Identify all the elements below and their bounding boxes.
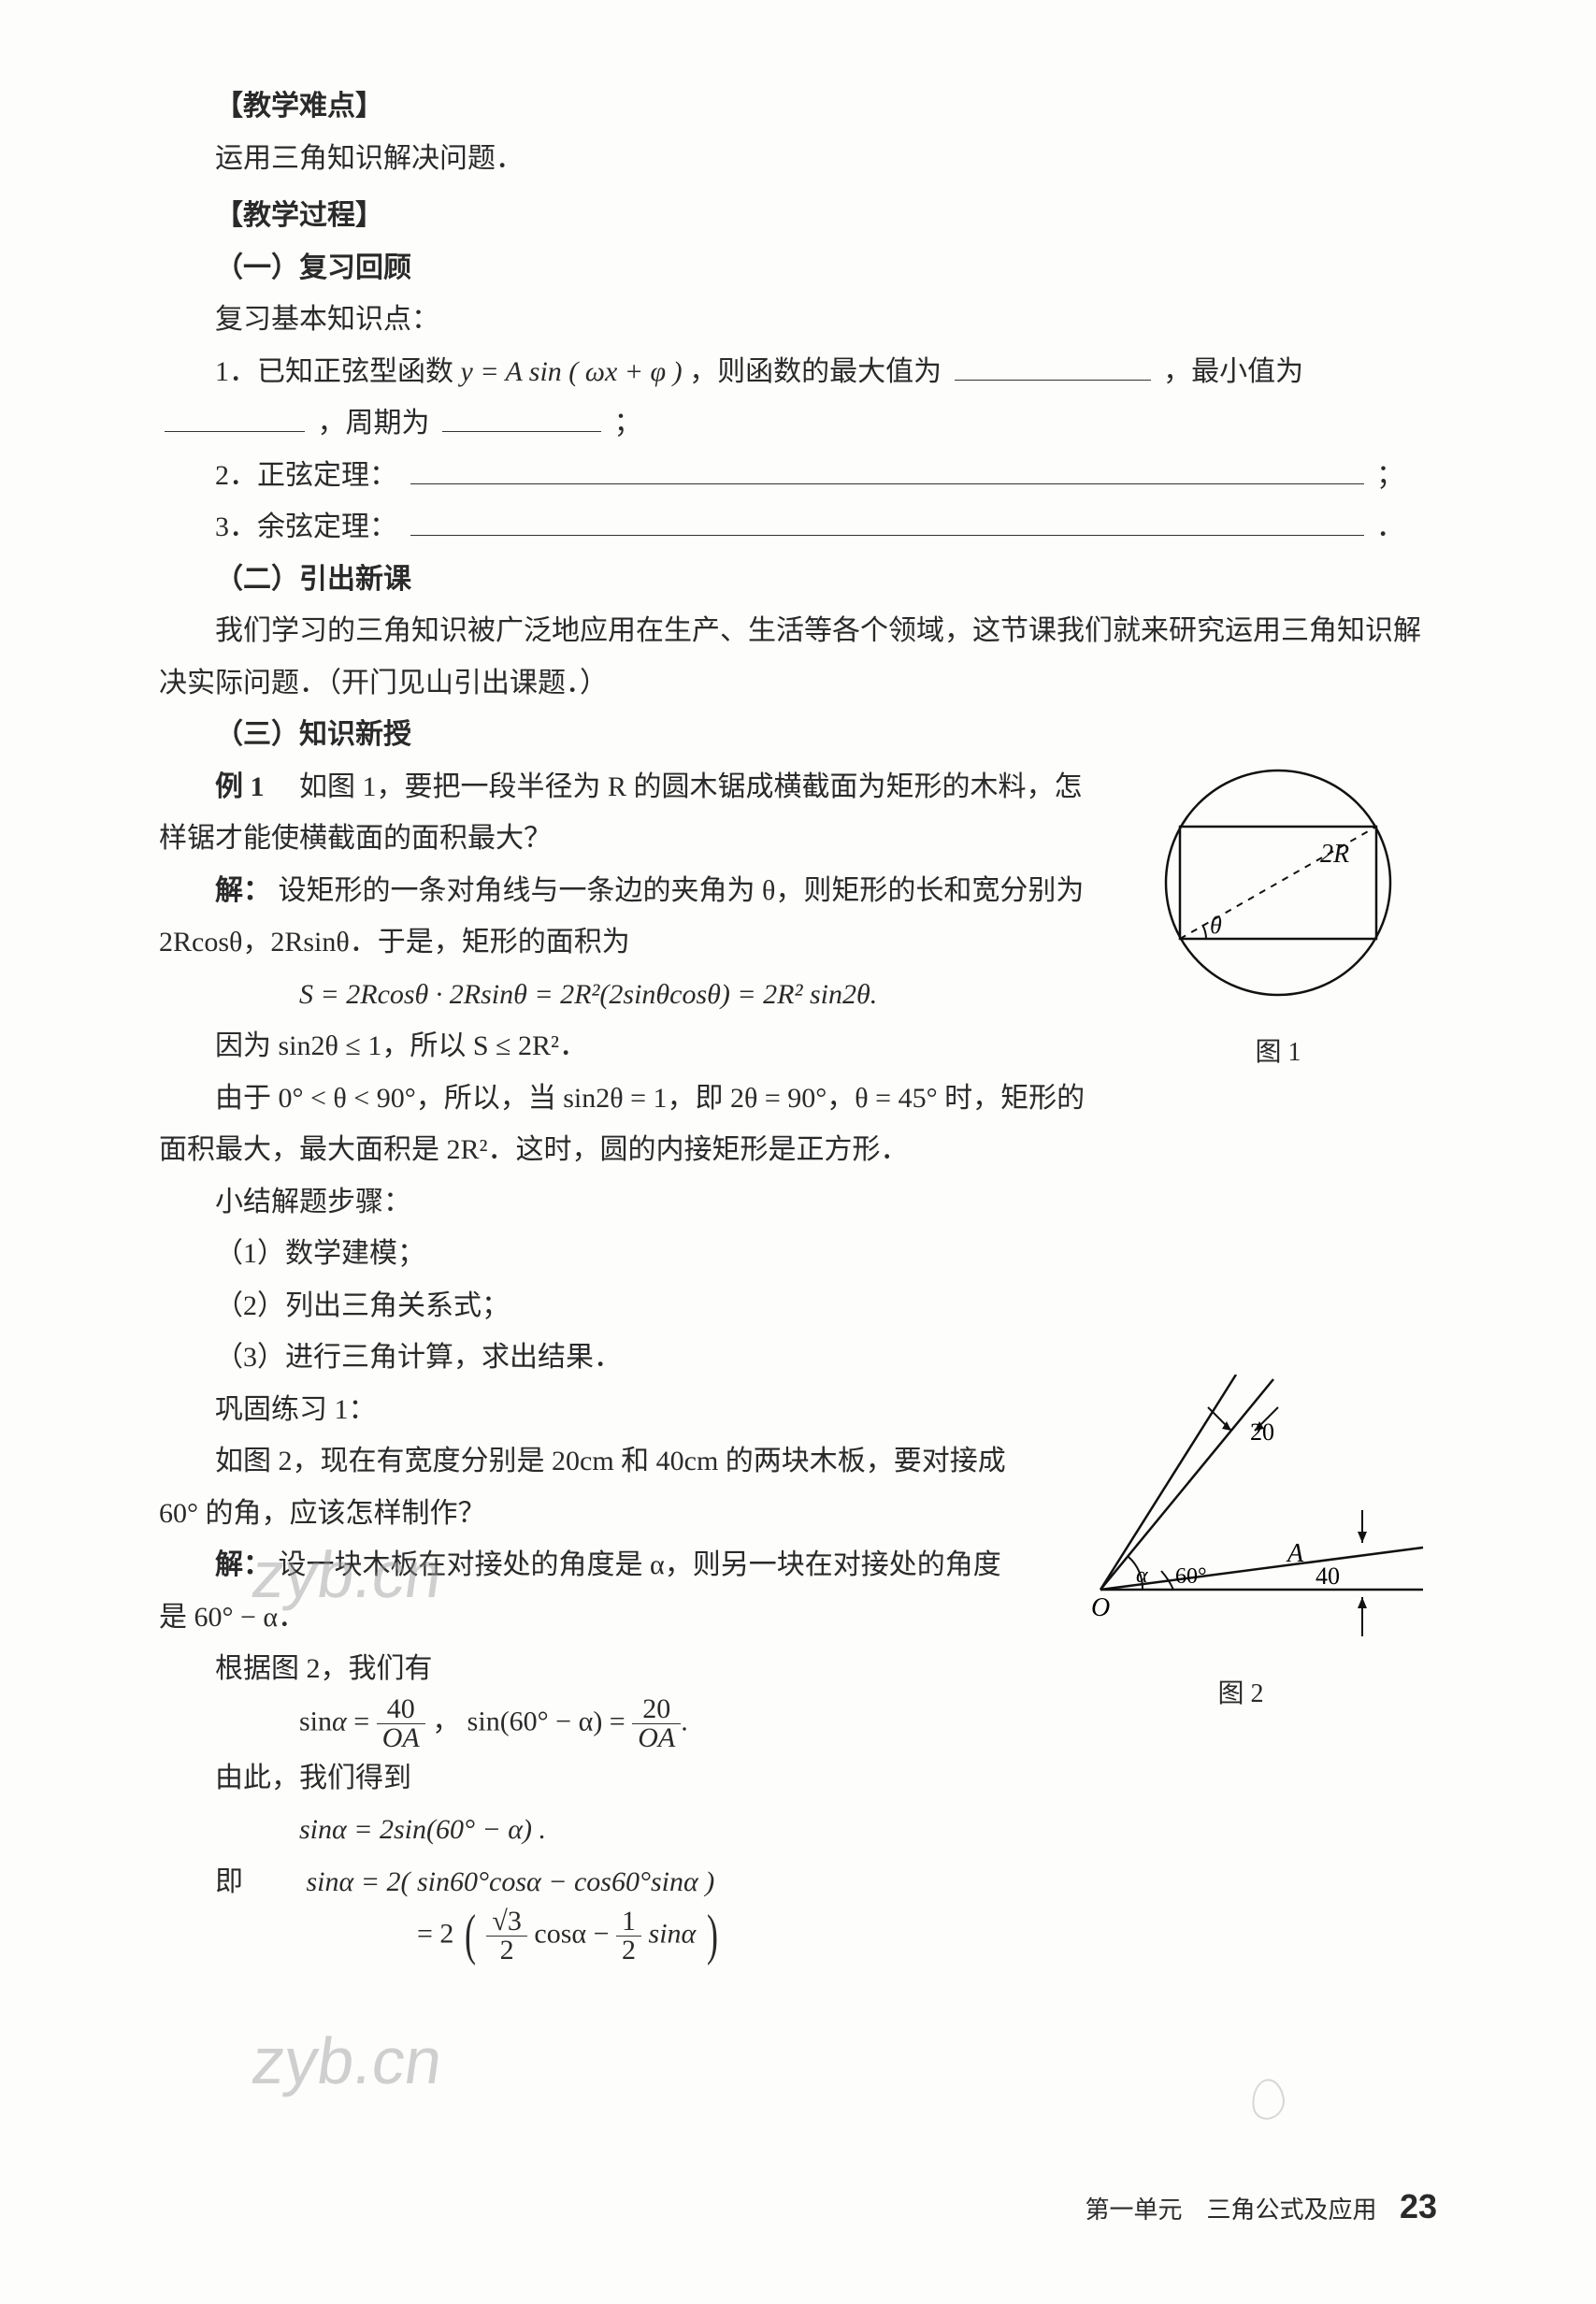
figure-2: O A α 60° 20 40 图 2 xyxy=(1044,1375,1437,1719)
footer-unit: 第一单元 三角公式及应用 xyxy=(1085,2196,1376,2224)
svg-text:2R: 2R xyxy=(1320,840,1349,869)
frac-den: 2 xyxy=(616,1937,641,1965)
eq5-a: = 2 xyxy=(417,1918,453,1949)
blank-max[interactable] xyxy=(955,350,1151,381)
eq5-mid: cosα − xyxy=(534,1918,616,1949)
example-1-label: 例 1 xyxy=(215,771,265,802)
example-1-answer-3: 由于 0° < θ < 90°，所以，当 sin2θ = 1，即 2θ = 90… xyxy=(159,1073,1437,1176)
page-number: 23 xyxy=(1400,2187,1437,2225)
frac-num: 40 xyxy=(377,1695,425,1724)
svg-text:A: A xyxy=(1286,1539,1304,1568)
ex1-ans1-text: 设矩形的一条对角线与一条边的夹角为 θ，则矩形的长和宽分别为 2Rcosθ，2R… xyxy=(159,875,1084,958)
summary-step-1: （1）数学建模； xyxy=(159,1228,1437,1280)
eq-mid: ， sin(60° − α) = xyxy=(432,1706,632,1736)
subsection-2-body: 我们学习的三角知识被广泛地应用在生产、生活等各个领域，这节课我们就来研究运用三角… xyxy=(159,605,1437,709)
section-title-difficulty: 【教学难点】 xyxy=(159,80,1437,133)
section-title-process: 【教学过程】 xyxy=(159,190,1437,242)
q1-tail2: ，周期为 xyxy=(318,408,438,439)
svg-text:O: O xyxy=(1091,1593,1110,1622)
q1-end: ； xyxy=(614,408,642,439)
blank-period[interactable] xyxy=(442,401,601,432)
subsection-1-title: （一）复习回顾 xyxy=(159,242,1437,295)
q1-prefix: 1．已知正弦型函数 xyxy=(215,356,461,387)
figure-2-svg: O A α 60° 20 40 xyxy=(1054,1375,1428,1646)
subsection-2-title: （二）引出新课 xyxy=(159,554,1437,606)
q1-mid: ，则函数的最大值为 xyxy=(689,356,949,387)
eq4-pre: 即 xyxy=(215,1866,243,1897)
blank-min[interactable] xyxy=(165,401,305,432)
review-intro: 复习基本知识点： xyxy=(159,294,1437,346)
question-3: 3．余弦定理： ． xyxy=(159,501,1437,554)
frac-den: OA xyxy=(632,1724,681,1752)
svg-text:θ: θ xyxy=(1210,912,1222,939)
q2-label: 2．正弦定理： xyxy=(215,460,397,491)
q1-formula: y = A sin ( ωx + φ ) xyxy=(461,356,683,387)
figure-1: 2R θ 图 1 xyxy=(1119,761,1437,1077)
svg-text:40: 40 xyxy=(1316,1562,1340,1590)
summary-step-2: （2）列出三角关系式； xyxy=(159,1280,1437,1332)
answer-label: 解： xyxy=(215,1549,271,1580)
frac-den: 2 xyxy=(486,1937,526,1965)
question-1b: ，周期为 ； xyxy=(159,397,1437,450)
practice-eq-5: = 2 ( √32 cosα − 12 sinα ) xyxy=(159,1908,1437,1965)
eq4: sinα = 2( sin60°cosα − cos60°sinα ) xyxy=(307,1866,715,1897)
q3-end: ． xyxy=(1376,511,1404,542)
question-1: 1．已知正弦型函数 y = A sin ( ωx + φ ) ，则函数的最大值为… xyxy=(159,346,1437,398)
summary-title: 小结解题步骤： xyxy=(159,1176,1437,1229)
practice-answer-3: 由此，我们得到 xyxy=(159,1752,1437,1805)
page-content: 【教学难点】 运用三角知识解决问题． 【教学过程】 （一）复习回顾 复习基本知识… xyxy=(0,0,1596,2077)
q2-end: ； xyxy=(1376,460,1404,491)
answer-label: 解： xyxy=(215,875,271,906)
q3-label: 3．余弦定理： xyxy=(215,511,397,542)
frac-num: 1 xyxy=(616,1908,641,1937)
frac-num: √3 xyxy=(486,1908,526,1937)
figure-1-caption: 图 1 xyxy=(1119,1029,1437,1077)
difficulty-body: 运用三角知识解决问题． xyxy=(159,133,1437,185)
blank-cosine-rule[interactable] xyxy=(410,505,1364,536)
figure-2-caption: 图 2 xyxy=(1044,1670,1437,1719)
eq5-tail: sinα xyxy=(649,1918,697,1949)
practice-eq-3: sinα = 2sin(60° − α) . xyxy=(159,1804,1437,1856)
blank-sine-rule[interactable] xyxy=(410,454,1364,484)
svg-text:60°: 60° xyxy=(1175,1564,1207,1589)
example-1-question: 如图 1，要把一段半径为 R 的圆木锯成横截面为矩形的木料，怎样锯才能使横截面的… xyxy=(159,771,1083,855)
svg-text:α: α xyxy=(1136,1563,1148,1588)
q1-tail1: ，最小值为 xyxy=(1163,356,1303,387)
frac-num: 20 xyxy=(632,1695,681,1724)
practice-eq-4: 即 sinα = 2( sin60°cosα − cos60°sinα ) xyxy=(159,1856,1437,1908)
question-2: 2．正弦定理： ； xyxy=(159,450,1437,502)
subsection-3-title: （三）知识新授 xyxy=(159,709,1437,761)
svg-text:20: 20 xyxy=(1250,1418,1274,1446)
ex1-eq: S = 2Rcosθ · 2Rsinθ = 2R²(2sinθcosθ) = 2… xyxy=(299,979,877,1010)
figure-1-svg: 2R θ xyxy=(1133,761,1423,1004)
frac-den: OA xyxy=(377,1724,425,1752)
page-footer: 第一单元 三角公式及应用 23 xyxy=(1085,2176,1437,2239)
practice-ans1-text: 设一块木板在对接处的角度是 α，则另一块在对接处的角度是 60° − α． xyxy=(159,1549,1001,1633)
